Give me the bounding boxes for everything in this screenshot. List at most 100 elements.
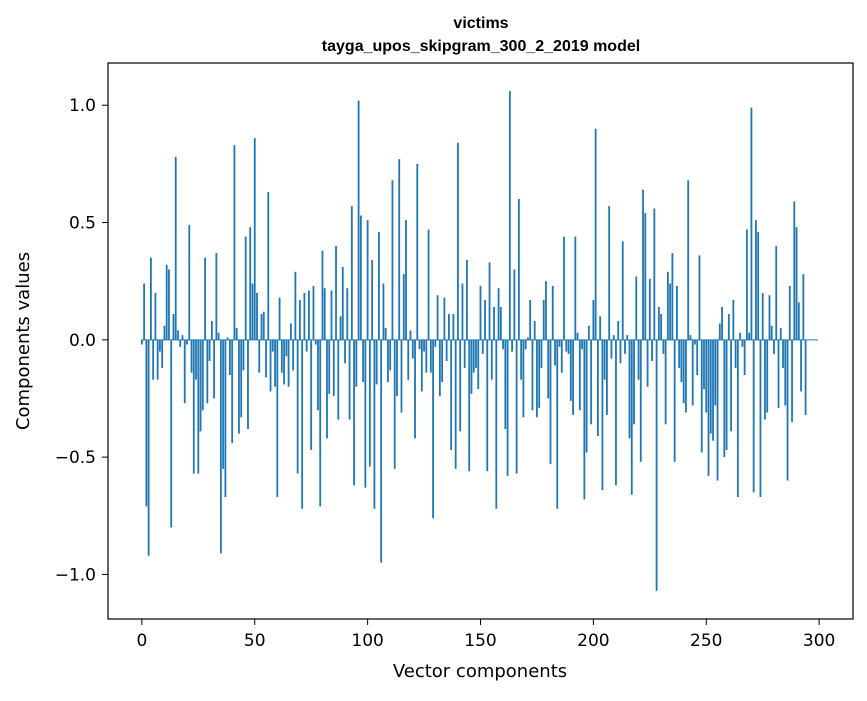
- bar-127: [427, 229, 430, 340]
- bar-213: [621, 241, 624, 340]
- bar-170: [524, 339, 527, 350]
- bar-162: [506, 339, 509, 476]
- bar-173: [531, 339, 534, 411]
- bar-56: [267, 192, 270, 340]
- bar-19: [183, 339, 186, 404]
- bar-23: [192, 339, 195, 474]
- bar-109: [387, 339, 389, 383]
- bar-53: [260, 314, 263, 340]
- bar-119: [409, 330, 412, 340]
- bar-291: [797, 302, 800, 340]
- bar-234: [669, 283, 672, 340]
- bar-93: [350, 206, 353, 340]
- bar-271: [752, 339, 755, 493]
- bar-22: [190, 339, 193, 373]
- bar-154: [488, 262, 491, 340]
- bar-106: [380, 339, 383, 563]
- bar-68: [294, 271, 297, 340]
- bar-284: [782, 339, 784, 368]
- bar-84: [330, 290, 333, 340]
- bar-120: [411, 339, 414, 359]
- bar-99: [364, 339, 367, 488]
- bar-163: [508, 91, 511, 340]
- bar-275: [761, 292, 764, 340]
- y-axis-label: Components values: [13, 252, 34, 430]
- bar-47: [247, 339, 249, 429]
- bar-156: [493, 306, 495, 340]
- bar-67: [292, 339, 295, 371]
- bar-292: [800, 339, 802, 392]
- bar-149: [477, 339, 480, 390]
- bar-220: [637, 339, 640, 380]
- bar-112: [393, 339, 396, 469]
- bar-29: [206, 339, 209, 404]
- bar-287: [788, 285, 791, 340]
- bar-54: [262, 311, 265, 340]
- bar-186: [560, 339, 563, 373]
- bar-123: [418, 339, 421, 350]
- bar-180: [547, 339, 550, 399]
- bar-183: [554, 339, 556, 366]
- bar-145: [468, 339, 471, 472]
- bar-139: [454, 339, 457, 469]
- bar-190: [569, 339, 572, 401]
- bar-24: [195, 339, 197, 380]
- bar-40: [231, 339, 234, 444]
- bar-157: [495, 339, 498, 509]
- bar-27: [201, 339, 204, 411]
- bar-126: [425, 339, 428, 373]
- bar-14: [172, 314, 175, 340]
- bar-288: [791, 339, 793, 422]
- bar-263: [734, 339, 737, 368]
- bar-10: [163, 325, 166, 340]
- bar-8: [159, 339, 161, 352]
- bar-36: [222, 339, 225, 469]
- bar-91: [346, 288, 349, 340]
- bar-268: [745, 229, 748, 340]
- bar-124: [420, 339, 423, 392]
- bar-79: [319, 339, 322, 507]
- bar-250: [705, 339, 708, 413]
- bar-279: [770, 325, 773, 340]
- chart-title: victims: [453, 15, 508, 32]
- bar-194: [578, 339, 581, 411]
- bar-260: [727, 314, 730, 340]
- bar-208: [610, 339, 613, 359]
- bar-58: [271, 339, 274, 352]
- bar-240: [682, 339, 685, 404]
- x-tick-label: 150: [464, 631, 496, 651]
- bar-80: [321, 250, 324, 340]
- bar-51: [256, 292, 258, 340]
- bar-229: [657, 306, 660, 340]
- bar-74: [308, 290, 310, 340]
- bar-152: [484, 299, 486, 340]
- bar-107: [382, 283, 385, 340]
- bar-102: [371, 260, 374, 340]
- bar-290: [795, 227, 798, 340]
- bar-258: [723, 339, 726, 458]
- bar-81: [323, 288, 326, 340]
- bar-52: [258, 339, 261, 373]
- bar-227: [653, 208, 656, 340]
- bar-113: [396, 339, 398, 397]
- bar-75: [310, 339, 313, 451]
- bar-57: [269, 339, 272, 392]
- x-tick-label: 100: [351, 631, 383, 651]
- bar-44: [240, 339, 243, 418]
- bar-39: [229, 339, 231, 376]
- bar-140: [457, 142, 459, 340]
- bar-158: [497, 288, 500, 340]
- bar-215: [626, 335, 629, 340]
- bar-256: [718, 323, 721, 340]
- bar-32: [213, 339, 216, 399]
- bar-1: [143, 283, 146, 340]
- bar-62: [280, 339, 283, 373]
- bar-224: [646, 339, 649, 387]
- y-tick-label: −1.0: [55, 565, 96, 585]
- bar-248: [700, 339, 703, 453]
- bar-90: [344, 339, 346, 364]
- bar-111: [391, 180, 394, 340]
- bar-159: [499, 306, 502, 340]
- bar-69: [296, 339, 299, 474]
- bar-270: [750, 107, 753, 340]
